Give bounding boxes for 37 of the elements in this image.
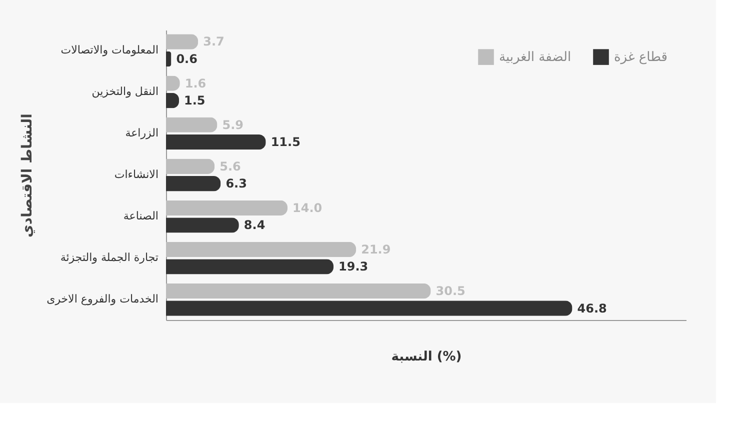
- y-tick-label: الخدمات والفروع الاخرى: [46, 292, 158, 306]
- data-label: 3.7: [203, 34, 224, 49]
- y-tick-label: المعلومات والاتصالات: [60, 43, 158, 56]
- legend-label: قطاع غزة: [614, 50, 668, 66]
- y-tick-label: الصناعة: [123, 210, 158, 223]
- data-label: 46.8: [577, 301, 607, 316]
- bar: [166, 134, 266, 150]
- y-tick-label: تجارة الجملة والتجزئة: [60, 251, 158, 264]
- y-tick-label: الانشاءات: [114, 168, 158, 181]
- data-label: 14.0: [292, 200, 322, 215]
- data-label: 5.9: [222, 118, 244, 132]
- data-label: 0.6: [176, 52, 198, 66]
- bar: [166, 176, 221, 192]
- bar: [166, 300, 572, 316]
- bar: [166, 200, 288, 216]
- bar: [166, 158, 215, 174]
- data-label: 1.6: [184, 76, 206, 90]
- data-label: 11.5: [270, 135, 300, 150]
- bar: [166, 283, 431, 299]
- data-label: 6.3: [226, 176, 247, 191]
- y-tick-label: النقل والتخزين: [92, 84, 158, 98]
- bar: [166, 242, 356, 258]
- bar: [166, 34, 198, 50]
- bar: [166, 117, 218, 132]
- x-axis-title: النسبة (%): [391, 350, 462, 364]
- bar: [166, 218, 239, 233]
- bar: [166, 259, 334, 274]
- data-label: 30.5: [436, 284, 466, 298]
- data-label: 19.3: [338, 260, 368, 274]
- data-label: 21.9: [361, 242, 391, 256]
- data-label: 5.6: [220, 159, 241, 174]
- data-label: 1.5: [184, 94, 206, 108]
- legend-label: الضفة الغربية: [499, 50, 572, 66]
- y-axis-title: النشاط الاقتصادي: [20, 114, 36, 238]
- y-tick-label: الزراعة: [125, 126, 158, 140]
- bar: [166, 51, 172, 67]
- data-label: 8.4: [244, 218, 266, 232]
